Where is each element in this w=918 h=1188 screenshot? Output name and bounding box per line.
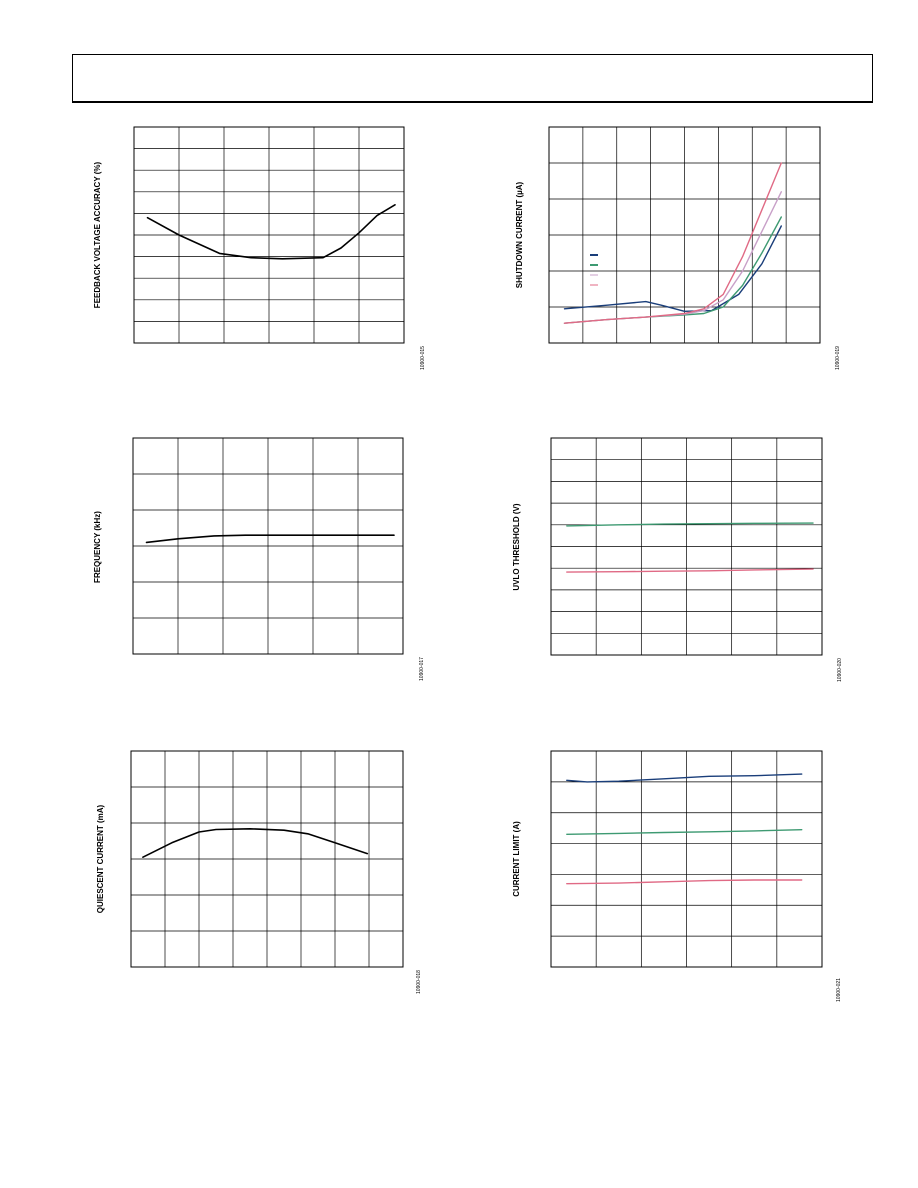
series-line-3 (563, 191, 782, 324)
series-line-1 (145, 534, 395, 544)
series-line-1 (566, 522, 814, 527)
figure-id: 10900-015 (420, 346, 426, 370)
chart-6: CURRENT LIMIT (A) 10900-021 (512, 750, 842, 1002)
figure-id: 10900-020 (837, 658, 843, 682)
series-line-4 (563, 162, 782, 324)
chart-1: FEEDBACK VOLTAGE ACCURACY (%) 10900-015 (93, 126, 426, 370)
chart-4: UVLO THRESHOLD (V) 10900-020 (512, 437, 843, 682)
series-line-1 (563, 225, 782, 312)
series-line-3 (566, 879, 803, 885)
chart-5: QUIESCENT CURRENT (mA) 10900-018 (96, 750, 422, 994)
y-axis-label: QUIESCENT CURRENT (mA) (96, 804, 105, 913)
series-line-1 (142, 827, 369, 859)
figure-id: 10900-021 (836, 978, 842, 1002)
series-line-1 (146, 204, 396, 260)
figure-id: 10900-017 (419, 657, 425, 681)
figure-id: 10900-018 (416, 970, 422, 994)
series-line-1 (566, 773, 803, 783)
chart-2: SHUTDOWN CURRENT (µA) 10900-019 (515, 126, 841, 370)
y-axis-label: UVLO THRESHOLD (V) (512, 503, 521, 590)
y-axis-label: CURRENT LIMIT (A) (512, 821, 521, 897)
y-axis-label: SHUTDOWN CURRENT (µA) (515, 181, 524, 288)
series-line-2 (566, 568, 814, 573)
figure-id: 10900-019 (835, 346, 841, 370)
y-axis-label: FEEDBACK VOLTAGE ACCURACY (%) (93, 161, 102, 308)
page-header-box (72, 54, 873, 103)
chart-3: FREQUENCY (kHz) 10900-017 (93, 437, 425, 681)
series-line-2 (566, 829, 803, 835)
y-axis-label: FREQUENCY (kHz) (93, 511, 102, 583)
